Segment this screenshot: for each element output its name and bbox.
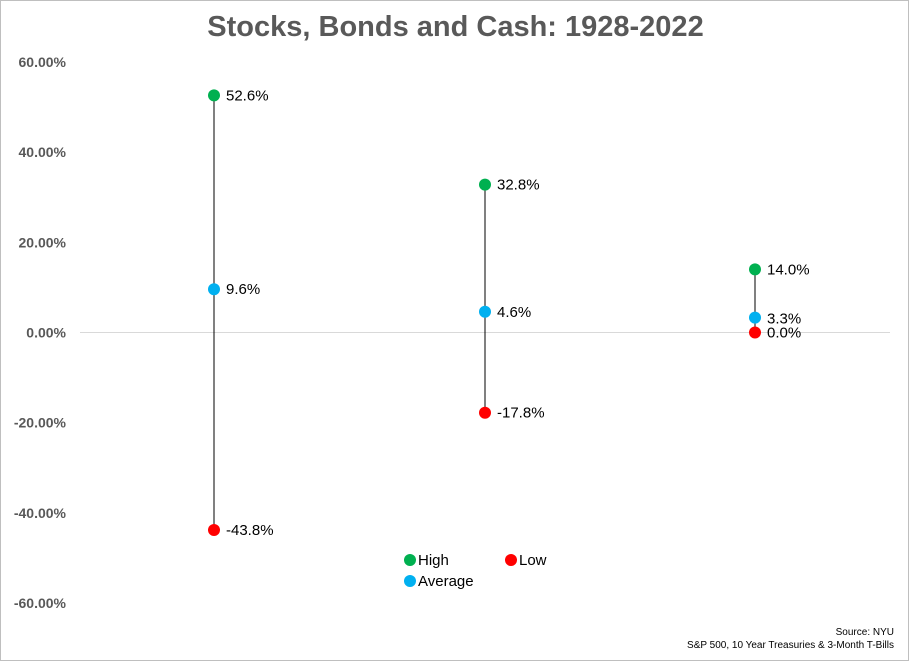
source-line-1: Source: NYU bbox=[835, 627, 894, 638]
source-line-2: S&P 500, 10 Year Treasuries & 3-Month T-… bbox=[687, 640, 894, 651]
y-tick-label: 40.00% bbox=[19, 144, 67, 160]
average-data-label: 4.6% bbox=[497, 304, 531, 321]
high-data-label: 52.6% bbox=[226, 87, 269, 104]
low-data-label: -17.8% bbox=[497, 405, 545, 422]
average-point bbox=[208, 283, 220, 296]
low-data-label: 0.0% bbox=[767, 325, 801, 342]
y-tick-label: -40.00% bbox=[14, 505, 67, 521]
legend-item-average-label: Average bbox=[418, 573, 474, 590]
high-point bbox=[479, 178, 491, 191]
high-point bbox=[208, 89, 220, 102]
legend-item-average-marker bbox=[404, 575, 416, 587]
average-data-label: 3.3% bbox=[767, 311, 801, 328]
high-data-label: 32.8% bbox=[497, 177, 540, 194]
source-note: Source: NYU S&P 500, 10 Year Treasuries … bbox=[687, 626, 894, 652]
high-point bbox=[749, 263, 761, 276]
legend-item-low-label: Low bbox=[519, 552, 547, 569]
average-data-label: 9.6% bbox=[226, 281, 260, 298]
low-point bbox=[749, 326, 761, 339]
y-tick-label: -60.00% bbox=[14, 595, 67, 611]
low-point bbox=[479, 406, 491, 419]
low-point bbox=[208, 523, 220, 536]
legend-item-high-label: High bbox=[418, 552, 449, 569]
chart-title: Stocks, Bonds and Cash: 1928-2022 bbox=[207, 11, 704, 43]
low-data-label: -43.8% bbox=[226, 522, 274, 539]
average-point bbox=[479, 305, 491, 318]
y-tick-label: 20.00% bbox=[19, 234, 67, 250]
y-tick-label: 0.00% bbox=[26, 325, 66, 341]
legend-item-high-marker bbox=[404, 554, 416, 566]
legend-item-low-marker bbox=[505, 554, 517, 566]
y-tick-label: 60.00% bbox=[19, 54, 67, 70]
high-data-label: 14.0% bbox=[767, 261, 810, 278]
y-tick-label: -20.00% bbox=[14, 415, 67, 431]
average-point bbox=[749, 311, 761, 324]
